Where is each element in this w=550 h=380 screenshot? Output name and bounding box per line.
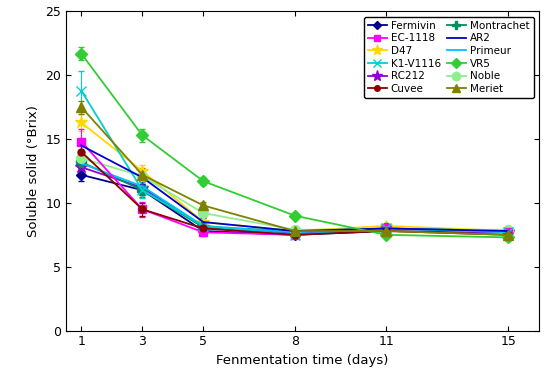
Legend: Fermivin, EC-1118, D47, K1-V1116, RC212, Cuvee, Montrachet, AR2, Primeur, VR5, N: Fermivin, EC-1118, D47, K1-V1116, RC212,… <box>364 17 534 98</box>
X-axis label: Fenmentation time (days): Fenmentation time (days) <box>216 354 389 367</box>
Y-axis label: Soluble solid (°Brix): Soluble solid (°Brix) <box>27 105 40 237</box>
